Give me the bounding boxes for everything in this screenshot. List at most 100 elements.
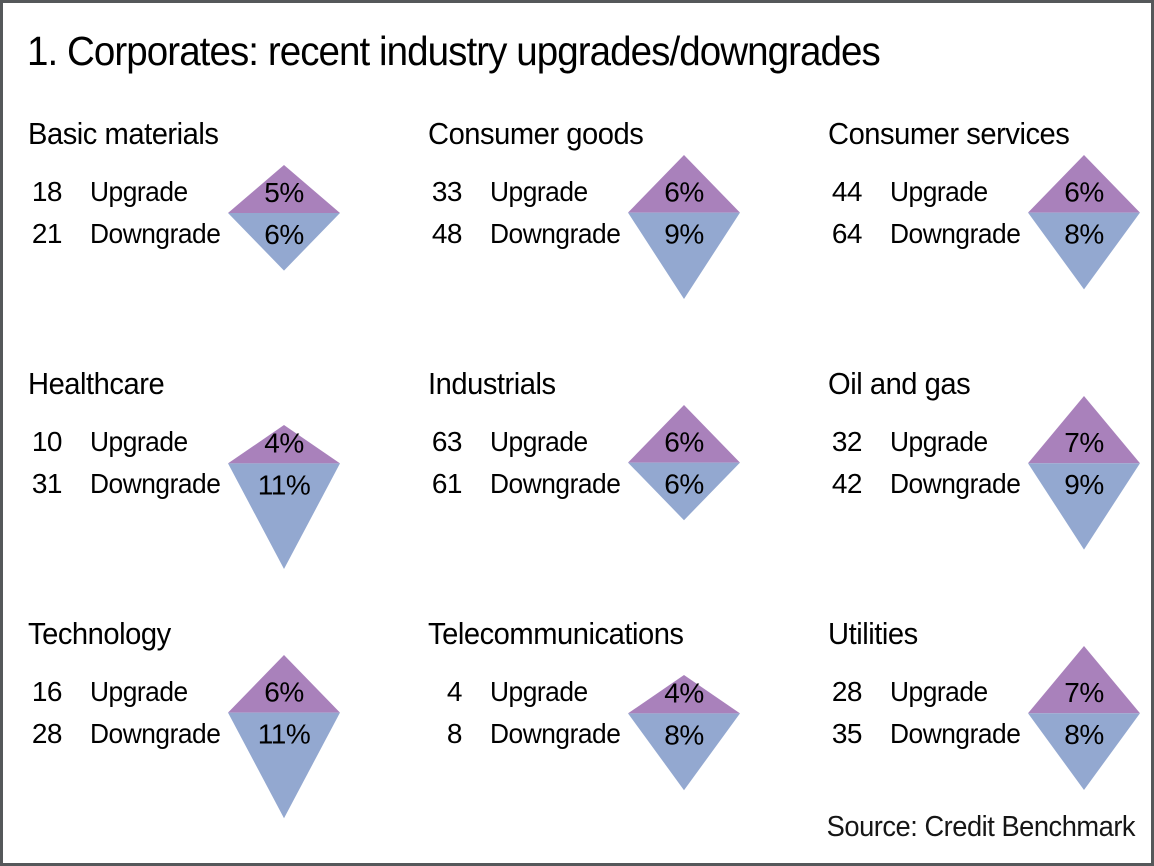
downgrade-triangle (1028, 212, 1140, 290)
stats-lines: 4 Upgrade 8 Downgrade (428, 671, 828, 755)
industry-panel: Healthcare 10 Upgrade 31 Downgrade 4% 11… (28, 365, 428, 615)
diamond-chart: 4% 11% (228, 424, 340, 569)
diamond-chart: 4% 8% (628, 674, 740, 790)
downgrade-percent-label: 8% (1064, 719, 1103, 750)
upgrade-label: Upgrade (490, 176, 588, 207)
upgrade-row: 10 Upgrade (28, 421, 428, 463)
stats-lines: 16 Upgrade 28 Downgrade (28, 671, 428, 755)
downgrade-triangle (628, 212, 740, 300)
downgrade-row: 8 Downgrade (428, 713, 828, 755)
industry-name: Technology (28, 616, 171, 651)
industry-panel: Oil and gas 32 Upgrade 42 Downgrade 7% 9… (828, 365, 1151, 615)
upgrade-label: Upgrade (90, 176, 188, 207)
upgrade-row: 28 Upgrade (828, 671, 1151, 713)
downgrade-row: 61 Downgrade (428, 463, 828, 505)
downgrade-label: Downgrade (890, 468, 1021, 499)
upgrade-percent-label: 6% (264, 677, 303, 708)
industry-panel: Consumer goods 33 Upgrade 48 Downgrade 6… (428, 115, 828, 365)
industry-panel: Basic materials 18 Upgrade 21 Downgrade … (28, 115, 428, 365)
upgrade-count: 63 (431, 426, 463, 457)
upgrade-label: Upgrade (90, 676, 188, 707)
downgrade-count: 8 (446, 718, 463, 749)
downgrade-percent-label: 8% (1064, 219, 1103, 250)
industry-panel: Technology 16 Upgrade 28 Downgrade 6% 11… (28, 615, 428, 863)
upgrade-triangle (628, 405, 740, 463)
industry-name: Basic materials (28, 116, 219, 151)
downgrade-label: Downgrade (490, 718, 621, 749)
downgrade-triangle (1028, 712, 1140, 790)
industry-name: Telecommunications (428, 616, 684, 651)
downgrade-label: Downgrade (490, 468, 621, 499)
industry-name: Healthcare (28, 366, 165, 401)
downgrade-triangle (228, 712, 340, 819)
downgrade-triangle (1028, 462, 1140, 550)
industry-panel: Consumer services 44 Upgrade 64 Downgrad… (828, 115, 1151, 365)
diamond-chart: 6% 9% (628, 155, 740, 300)
upgrade-triangle (228, 165, 340, 213)
upgrade-count: 10 (31, 426, 63, 457)
industry-name: Consumer goods (428, 116, 644, 151)
downgrade-count: 31 (31, 468, 63, 499)
downgrade-row: 31 Downgrade (28, 463, 428, 505)
industry-panel: Industrials 63 Upgrade 61 Downgrade 6% 6… (428, 365, 828, 615)
stats-lines: 44 Upgrade 64 Downgrade (828, 171, 1151, 255)
downgrade-triangle (228, 462, 340, 569)
upgrade-row: 63 Upgrade (428, 421, 828, 463)
upgrade-percent-label: 4% (264, 427, 303, 458)
downgrade-count: 28 (31, 718, 63, 749)
diamond-chart: 6% 11% (228, 655, 340, 819)
downgrade-percent-label: 11% (258, 469, 310, 500)
downgrade-label: Downgrade (890, 218, 1021, 249)
upgrade-count: 18 (31, 176, 63, 207)
upgrade-count: 28 (831, 676, 863, 707)
downgrade-row: 64 Downgrade (828, 213, 1151, 255)
downgrade-percent-label: 6% (264, 219, 303, 250)
source-note: Source: Credit Benchmark (826, 811, 1136, 843)
downgrade-count: 61 (431, 468, 463, 499)
upgrade-percent-label: 7% (1064, 677, 1103, 708)
downgrade-triangle (628, 462, 740, 521)
upgrade-label: Upgrade (90, 426, 188, 457)
downgrade-row: 48 Downgrade (428, 213, 828, 255)
figure-title: 1. Corporates: recent industry upgrades/… (27, 28, 881, 74)
diamond-chart: 7% 9% (1028, 395, 1140, 550)
downgrade-percent-label: 11% (258, 719, 310, 750)
upgrade-label: Upgrade (890, 176, 988, 207)
upgrade-count: 33 (431, 176, 463, 207)
upgrade-triangle (1028, 395, 1140, 463)
upgrade-count: 32 (831, 426, 863, 457)
upgrade-triangle (1028, 645, 1140, 713)
downgrade-percent-label: 6% (664, 469, 703, 500)
upgrade-percent-label: 6% (1064, 177, 1103, 208)
diamond-chart: 6% 8% (1028, 155, 1140, 290)
downgrade-count: 48 (431, 218, 463, 249)
upgrade-count: 4 (446, 676, 463, 707)
downgrade-count: 35 (831, 718, 863, 749)
downgrade-row: 42 Downgrade (828, 463, 1151, 505)
upgrade-row: 32 Upgrade (828, 421, 1151, 463)
upgrade-triangle (228, 655, 340, 713)
industry-name: Oil and gas (828, 366, 971, 401)
upgrade-percent-label: 7% (1064, 427, 1103, 458)
downgrade-row: 35 Downgrade (828, 713, 1151, 755)
upgrade-triangle (228, 424, 340, 463)
downgrade-label: Downgrade (890, 718, 1021, 749)
stats-lines: 32 Upgrade 42 Downgrade (828, 421, 1151, 505)
diamond-chart: 6% 6% (628, 405, 740, 521)
industry-grid: Basic materials 18 Upgrade 21 Downgrade … (28, 115, 1151, 863)
upgrade-label: Upgrade (890, 676, 988, 707)
diamond-chart: 5% 6% (228, 165, 340, 271)
downgrade-row: 21 Downgrade (28, 213, 428, 255)
industry-panel: Utilities 28 Upgrade 35 Downgrade 7% 8% (828, 615, 1151, 863)
downgrade-count: 64 (831, 218, 863, 249)
upgrade-triangle (628, 155, 740, 213)
upgrade-triangle (1028, 155, 1140, 213)
upgrade-percent-label: 6% (664, 427, 703, 458)
industry-name: Consumer services (828, 116, 1070, 151)
downgrade-row: 28 Downgrade (28, 713, 428, 755)
upgrade-count: 44 (831, 176, 863, 207)
industry-panel: Telecommunications 4 Upgrade 8 Downgrade… (428, 615, 828, 863)
industry-name: Utilities (828, 616, 918, 651)
upgrade-row: 33 Upgrade (428, 171, 828, 213)
